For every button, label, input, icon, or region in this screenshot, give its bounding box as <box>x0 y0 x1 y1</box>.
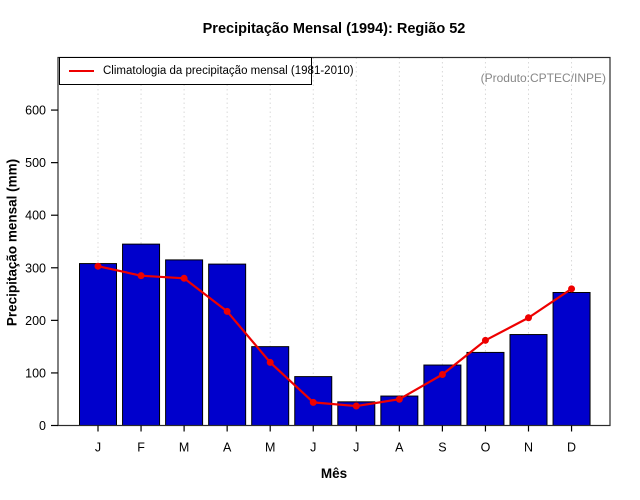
plot-box <box>57 56 611 427</box>
y-tick-label: 100 <box>25 366 46 380</box>
y-tick-label: 500 <box>25 156 46 170</box>
climatology-point <box>223 307 231 315</box>
x-tick-label: S <box>438 441 446 455</box>
climatology-line <box>97 265 573 408</box>
x-tick-label: J <box>95 441 101 455</box>
climatology-point <box>438 371 446 379</box>
x-tick-label: J <box>310 441 316 455</box>
legend: Climatologia da precipitação mensal (198… <box>59 57 354 85</box>
climatology-point <box>266 358 274 366</box>
bar <box>122 243 161 426</box>
climatology-point <box>309 398 317 406</box>
y-tick-label: 0 <box>39 419 46 433</box>
x-tick-label: M <box>265 441 275 455</box>
x-tick-label: A <box>223 441 232 455</box>
x-axis-title: Mês <box>320 466 348 481</box>
y-tick-label: 600 <box>25 104 46 118</box>
climatology-point <box>525 314 532 322</box>
x-tick-label: F <box>137 441 145 455</box>
climatology-point <box>137 272 145 280</box>
climatology-point <box>94 262 102 270</box>
x-tick-label: D <box>567 441 576 455</box>
x-tick-label: O <box>481 441 491 455</box>
y-tick-label: 300 <box>25 261 46 275</box>
climatology-point <box>481 336 489 344</box>
x-tick-label: J <box>353 441 359 455</box>
y-axis-title: Precipitação mensal (mm) <box>4 158 20 327</box>
bar <box>165 259 204 426</box>
x-tick-label: N <box>524 441 533 455</box>
chart-title: Precipitação Mensal (1994): Região 52 <box>202 21 466 37</box>
bar <box>552 291 591 426</box>
climatology-point <box>568 285 576 293</box>
x-tick-label: M <box>179 441 189 455</box>
bar <box>208 263 247 426</box>
x-tick-label: A <box>395 441 404 455</box>
producer-note: (Produto:CPTEC/INPE) <box>480 71 606 85</box>
climatology-point <box>352 402 360 410</box>
y-tick-label: 200 <box>25 314 46 328</box>
bar <box>79 263 117 426</box>
climatology-point <box>180 274 188 282</box>
legend-line-swatch-icon <box>69 70 94 72</box>
legend-label: Climatologia da precipitação mensal (198… <box>103 65 354 77</box>
climatology-point <box>395 395 403 403</box>
bar <box>509 334 548 426</box>
y-tick-label: 400 <box>25 209 46 223</box>
bar <box>251 346 290 426</box>
bar <box>466 351 505 427</box>
